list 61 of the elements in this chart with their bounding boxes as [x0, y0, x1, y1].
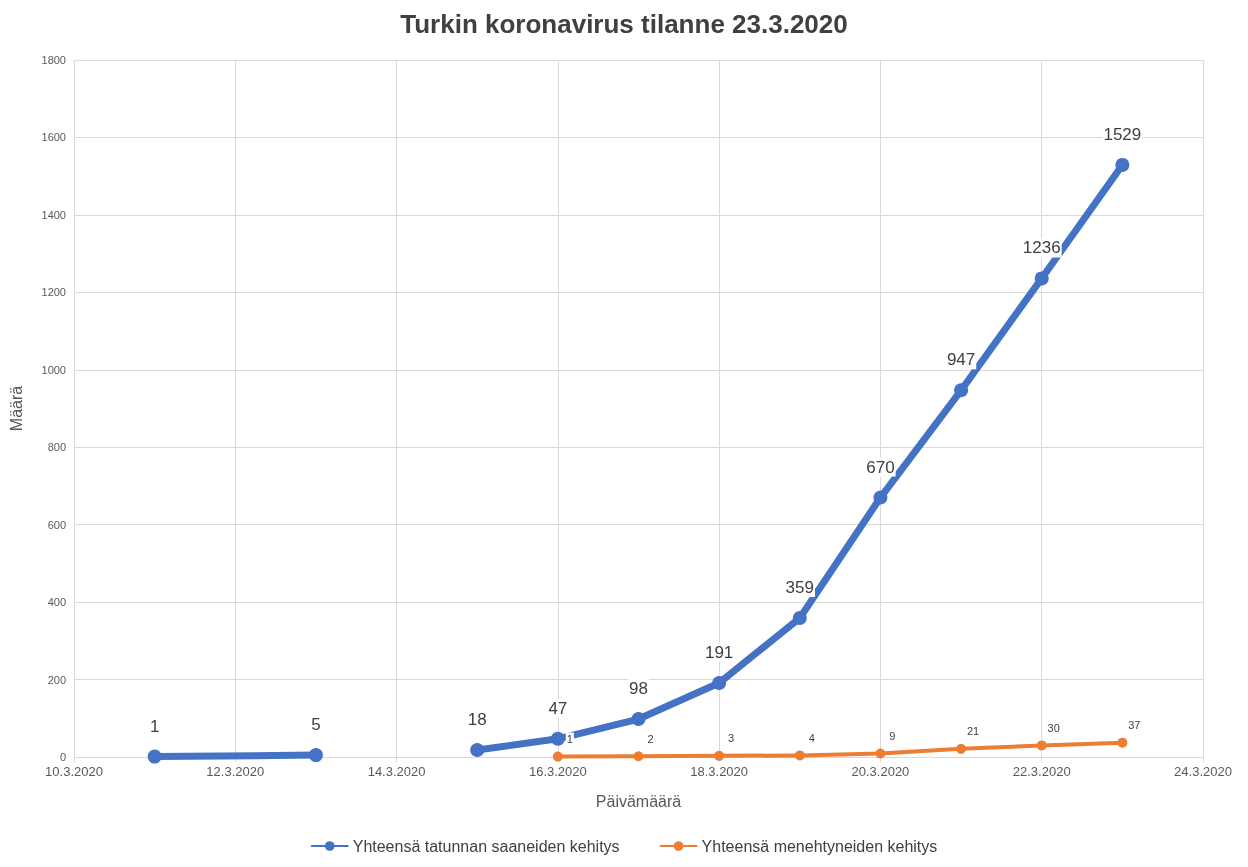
point	[875, 748, 886, 759]
point	[1117, 737, 1128, 748]
chart-title: Turkin koronavirus tilanne 23.3.2020	[400, 9, 848, 39]
data-label: 30	[1047, 721, 1060, 734]
point	[147, 749, 162, 764]
data-label: 1	[149, 716, 160, 736]
y-tick-label: 1000	[41, 363, 66, 376]
data-label: 191	[704, 643, 734, 663]
point	[633, 751, 644, 762]
data-label: 4	[808, 731, 815, 744]
x-tick-label: 10.3.2020	[45, 764, 103, 779]
x-axis-title: Päivämäärä	[595, 792, 682, 810]
data-label: 9	[889, 730, 896, 743]
point	[308, 748, 323, 763]
point	[792, 610, 807, 625]
point	[552, 751, 563, 762]
x-tick-label: 24.3.2020	[1174, 764, 1232, 779]
point	[631, 712, 646, 727]
data-label: 21	[966, 725, 980, 738]
x-tick-label: 22.3.2020	[1012, 764, 1071, 779]
data-label: 18	[467, 710, 487, 730]
point	[956, 743, 967, 754]
point	[712, 676, 727, 691]
y-tick-label: 600	[47, 518, 66, 531]
y-tick-label: 1200	[41, 286, 66, 299]
data-label: 5	[311, 715, 321, 735]
y-tick-label: 1800	[41, 54, 66, 66]
data-label: 359	[785, 577, 814, 597]
point	[1034, 271, 1049, 286]
y-tick-label: 1400	[41, 208, 66, 221]
data-label: 947	[946, 350, 976, 370]
data-label: 2	[647, 732, 654, 745]
y-tick-label: 200	[47, 673, 66, 686]
data-label: 1236	[1022, 238, 1061, 258]
point	[1115, 157, 1130, 172]
x-tick-label: 14.3.2020	[367, 764, 426, 779]
point	[470, 743, 485, 758]
point	[714, 750, 725, 761]
y-tick-label: 400	[47, 596, 66, 609]
data-label: 670	[866, 457, 895, 477]
y-tick-label: 0	[59, 751, 66, 763]
x-tick-label: 12.3.2020	[206, 764, 265, 779]
data-label: 98	[629, 679, 648, 699]
point	[794, 750, 805, 761]
y-tick-label: 1600	[41, 131, 66, 144]
y-tick-label: 800	[47, 441, 66, 454]
data-label: 47	[548, 698, 568, 718]
data-label: 1529	[1103, 124, 1142, 144]
x-tick-label: 20.3.2020	[851, 764, 910, 779]
x-tick-label: 18.3.2020	[690, 764, 749, 779]
data-label: 3	[728, 732, 735, 745]
point	[550, 731, 565, 746]
data-label: 1	[566, 733, 573, 746]
point	[954, 383, 969, 398]
legend-label: Yhteensä tatunnan saaneiden kehitys	[352, 837, 620, 855]
point	[1036, 740, 1047, 751]
legend-label: Yhteensä menehtyneiden kehitys	[701, 837, 938, 855]
y-axis-title: Määrä	[7, 385, 25, 432]
point	[873, 490, 888, 505]
x-tick-label: 16.3.2020	[528, 764, 587, 779]
data-label: 37	[1128, 719, 1141, 732]
